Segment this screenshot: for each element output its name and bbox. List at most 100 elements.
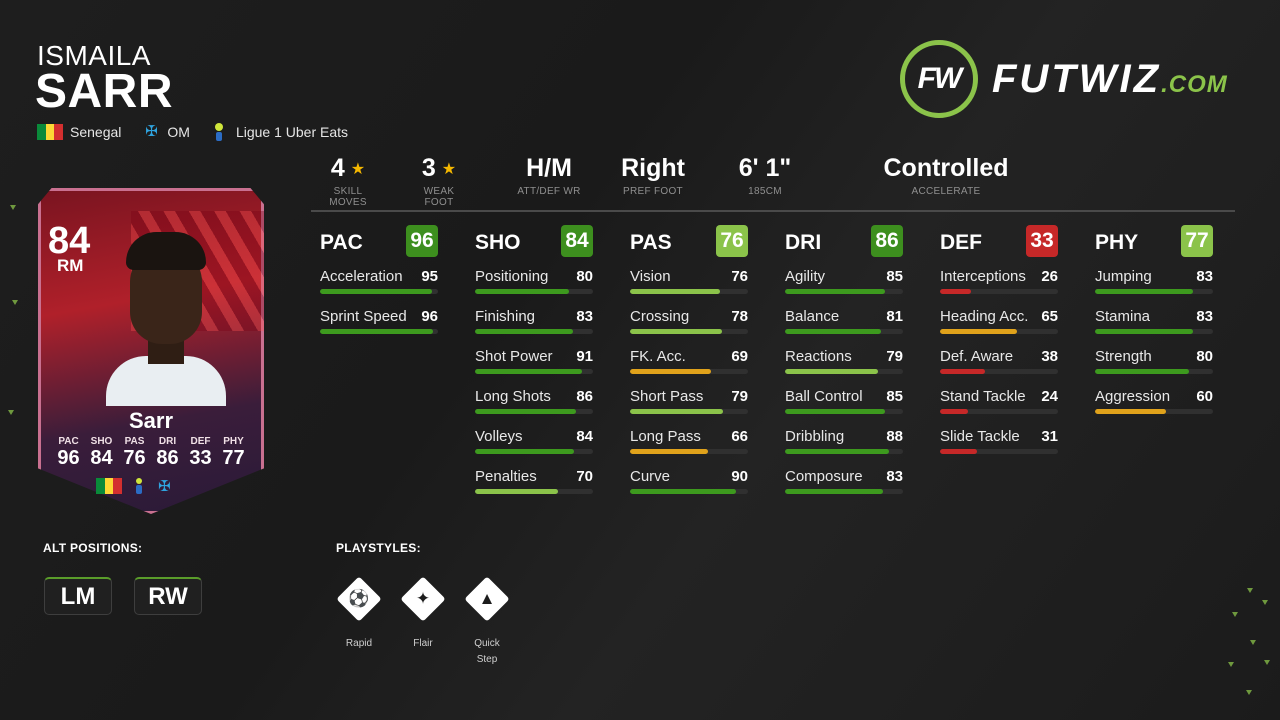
stat-name: Curve xyxy=(630,467,671,485)
info-skill-moves: 4 ★ SKILL MOVES xyxy=(318,154,378,208)
stat-bar xyxy=(940,369,1058,374)
category-name: PAS xyxy=(630,231,672,254)
category-rating-badge: 86 xyxy=(871,225,903,257)
stat-name: Heading Acc. xyxy=(940,307,1029,325)
player-last-name: SARR xyxy=(35,65,174,118)
info-value: Controlled xyxy=(883,154,1009,182)
player-card[interactable]: 84 RM Sarr PAC 96 SHO 84 PAS 76 DRI 86 DEF 33… xyxy=(28,180,274,520)
stat-value: 91 xyxy=(576,347,593,365)
stat-bar xyxy=(475,449,593,454)
stat-value: 85 xyxy=(886,387,903,405)
info-label: ACCELERATE xyxy=(911,186,981,197)
alt-position-lm[interactable]: LM xyxy=(44,577,112,615)
stat-bar xyxy=(630,409,748,414)
stat-row: Reactions 79 xyxy=(785,344,903,384)
stat-row: Composure 83 xyxy=(785,464,903,504)
stat-value: 60 xyxy=(1196,387,1213,405)
stat-name: Long Pass xyxy=(630,427,701,445)
stat-bar-fill xyxy=(940,369,985,374)
stat-bar xyxy=(785,449,903,454)
playstyle-rapid[interactable]: ⚽ Rapid xyxy=(329,576,389,652)
league-logo-icon xyxy=(134,478,144,494)
stat-value: 38 xyxy=(1041,347,1058,365)
stat-bar xyxy=(475,329,593,334)
card-stat: PAS 76 xyxy=(118,436,151,470)
card-stat: PAC 96 xyxy=(52,436,85,470)
playstyle-quick-step[interactable]: ▲ Quick Step xyxy=(457,576,517,668)
stat-row: Aggression 60 xyxy=(1095,384,1213,424)
category-name: DEF xyxy=(940,231,982,254)
stat-name: Volleys xyxy=(475,427,523,445)
stat-bar xyxy=(630,489,748,494)
stat-bar xyxy=(320,329,438,334)
info-label: PREF FOOT xyxy=(623,186,683,197)
stat-row: Long Pass 66 xyxy=(630,424,748,464)
stat-row: Agility 85 xyxy=(785,264,903,304)
stat-bar-fill xyxy=(630,329,723,334)
stat-bar xyxy=(785,369,903,374)
stat-bar-fill xyxy=(940,329,1017,334)
stat-value: 76 xyxy=(731,267,748,285)
stat-row: Stand Tackle 24 xyxy=(940,384,1058,424)
stat-bar xyxy=(1095,329,1213,334)
league-logo-icon xyxy=(212,123,226,141)
stat-bar-fill xyxy=(630,489,737,494)
stat-bar xyxy=(630,289,748,294)
stat-name: Aggression xyxy=(1095,387,1171,405)
alt-position-rw[interactable]: RW xyxy=(134,577,202,615)
futwiz-logo[interactable]: FW FUTWIZ.COM xyxy=(900,40,1228,118)
stat-name: FK. Acc. xyxy=(630,347,686,365)
stat-name: Acceleration xyxy=(320,267,403,285)
card-player-name: Sarr xyxy=(128,408,174,433)
info-pref-foot: Right PREF FOOT xyxy=(613,154,693,197)
player-meta: Senegal ✠ OM Ligue 1 Uber Eats xyxy=(37,123,370,141)
stat-row: Balance 81 xyxy=(785,304,903,344)
stat-bar-fill xyxy=(475,449,575,454)
stat-bar xyxy=(940,449,1058,454)
player-first-name: ISMAILA xyxy=(37,40,151,71)
stat-value: 83 xyxy=(576,307,593,325)
stat-bar xyxy=(1095,369,1213,374)
stat-bar-fill xyxy=(1095,329,1193,334)
card-stat-label: PAC xyxy=(58,436,79,447)
stat-name: Agility xyxy=(785,267,826,285)
stat-value: 65 xyxy=(1041,307,1058,325)
stat-bar xyxy=(320,289,438,294)
playstyle-label: Flair xyxy=(413,638,433,649)
category-name: SHO xyxy=(475,231,521,254)
category-name: DRI xyxy=(785,231,822,254)
card-stat-label: PHY xyxy=(223,436,244,447)
stat-bar xyxy=(1095,409,1213,414)
club-item[interactable]: ✠ OM xyxy=(143,123,190,141)
stat-category-sho: SHO 84 Positioning 80 Finishing 83 Shot Power 9… xyxy=(475,224,615,504)
stat-row: Penalties 70 xyxy=(475,464,593,504)
card-stat-value: 86 xyxy=(156,447,179,469)
stat-bar-fill xyxy=(1095,289,1193,294)
stat-row: Crossing 78 xyxy=(630,304,748,344)
playstyle-flair[interactable]: ✦ Flair xyxy=(393,576,453,652)
stat-row: Sprint Speed 96 xyxy=(320,304,438,344)
stat-row: FK. Acc. 69 xyxy=(630,344,748,384)
stat-value: 83 xyxy=(1196,307,1213,325)
stat-name: Stand Tackle xyxy=(940,387,1026,405)
league-name: Ligue 1 Uber Eats xyxy=(235,124,349,140)
stat-value: 66 xyxy=(731,427,748,445)
stat-name: Def. Aware xyxy=(940,347,1014,365)
stat-row: Strength 80 xyxy=(1095,344,1213,384)
category-header: DEF 33 xyxy=(940,224,1058,258)
info-weak-foot: 3 ★ WEAK FOOT xyxy=(408,154,470,208)
logo-brand: FUTWIZ xyxy=(992,56,1162,101)
stat-name: Ball Control xyxy=(785,387,863,405)
card-stats: PAC 96 SHO 84 PAS 76 DRI 86 DEF 33 PHY 77 xyxy=(52,436,250,470)
rapid-icon: ⚽ xyxy=(336,576,382,622)
stat-value: 81 xyxy=(886,307,903,325)
stat-category-def: DEF 33 Interceptions 26 Heading Acc. 65 Def. A… xyxy=(940,224,1080,464)
nation-item[interactable]: Senegal xyxy=(37,124,121,140)
stat-row: Finishing 83 xyxy=(475,304,593,344)
league-item[interactable]: Ligue 1 Uber Eats xyxy=(212,123,348,141)
stat-value: 84 xyxy=(576,427,593,445)
stat-name: Penalties xyxy=(475,467,537,485)
stat-row: Acceleration 95 xyxy=(320,264,438,304)
stat-bar-fill xyxy=(785,489,883,494)
info-work-rate: H/M ATT/DEF WR xyxy=(509,154,589,197)
